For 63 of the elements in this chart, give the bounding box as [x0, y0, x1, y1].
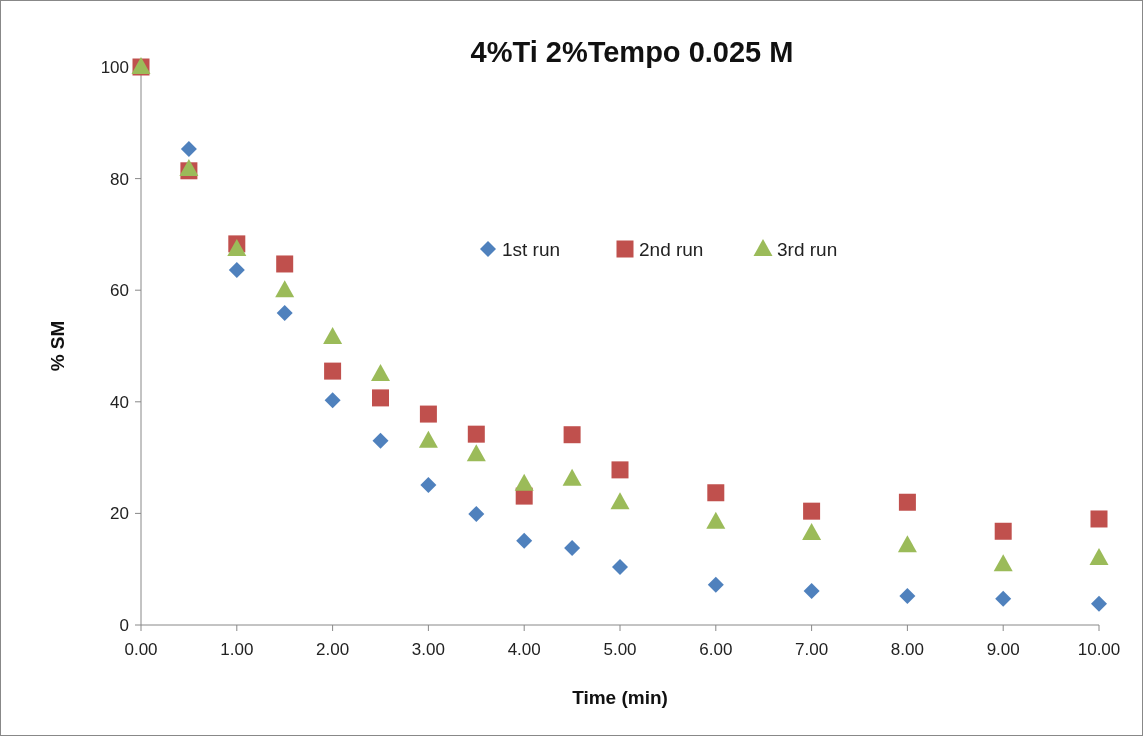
x-tick-label: 3.00 [411, 640, 445, 659]
chart-title: 4%Ti 2%Tempo 0.025 M [470, 36, 794, 68]
point [563, 426, 581, 444]
point [371, 363, 390, 381]
x-tick-label: 6.00 [699, 640, 733, 659]
legend-label: 2nd run [639, 238, 704, 260]
point [1089, 548, 1109, 566]
point [275, 280, 295, 298]
point [372, 432, 389, 449]
y-tick-label: 0 [119, 615, 129, 635]
point [466, 444, 486, 462]
point [803, 582, 820, 599]
point [228, 262, 245, 279]
point [898, 493, 916, 511]
x-tick-label: 8.00 [890, 640, 924, 659]
point [993, 554, 1013, 572]
point [468, 505, 485, 522]
y-tick-label: 100 [100, 57, 129, 77]
point [897, 535, 917, 553]
y-axis-title: % SM [47, 320, 68, 372]
x-tick-label: 0.00 [124, 640, 158, 659]
point [899, 587, 916, 604]
legend-label: 3rd run [777, 238, 838, 260]
point [467, 425, 485, 443]
x-tick-label: 2.00 [316, 640, 350, 659]
x-tick-label: 5.00 [603, 640, 637, 659]
point [1091, 595, 1107, 612]
x-axis-title: Time (min) [572, 687, 668, 708]
legend-label: 1st run [502, 238, 561, 260]
point [612, 558, 628, 575]
point [564, 540, 581, 556]
point [420, 476, 437, 493]
point [562, 468, 582, 486]
point [419, 405, 437, 423]
y-tick-label: 20 [110, 504, 129, 524]
point [180, 141, 197, 158]
y-tick-label: 40 [110, 392, 129, 412]
point [276, 255, 294, 273]
y-tick-label: 80 [110, 169, 129, 189]
x-tick-label: 9.00 [986, 640, 1020, 659]
point [516, 532, 533, 549]
point [418, 430, 438, 448]
y-tick-label: 60 [110, 281, 129, 301]
point [802, 522, 822, 540]
point [324, 362, 342, 380]
x-tick-label: 1.00 [220, 640, 254, 659]
point [276, 305, 293, 322]
point [995, 590, 1012, 607]
point [514, 473, 534, 491]
point [610, 492, 630, 510]
point [611, 461, 629, 479]
point [803, 502, 821, 520]
x-tick-label: 4.00 [507, 640, 541, 659]
x-tick-label: 7.00 [795, 640, 829, 659]
point [707, 576, 724, 593]
point [707, 484, 725, 502]
point [372, 389, 389, 407]
point [994, 522, 1012, 540]
x-tick-label: 10.00 [1077, 640, 1121, 659]
point [323, 327, 343, 345]
point [1090, 510, 1108, 528]
point [706, 511, 726, 529]
point [324, 392, 341, 409]
